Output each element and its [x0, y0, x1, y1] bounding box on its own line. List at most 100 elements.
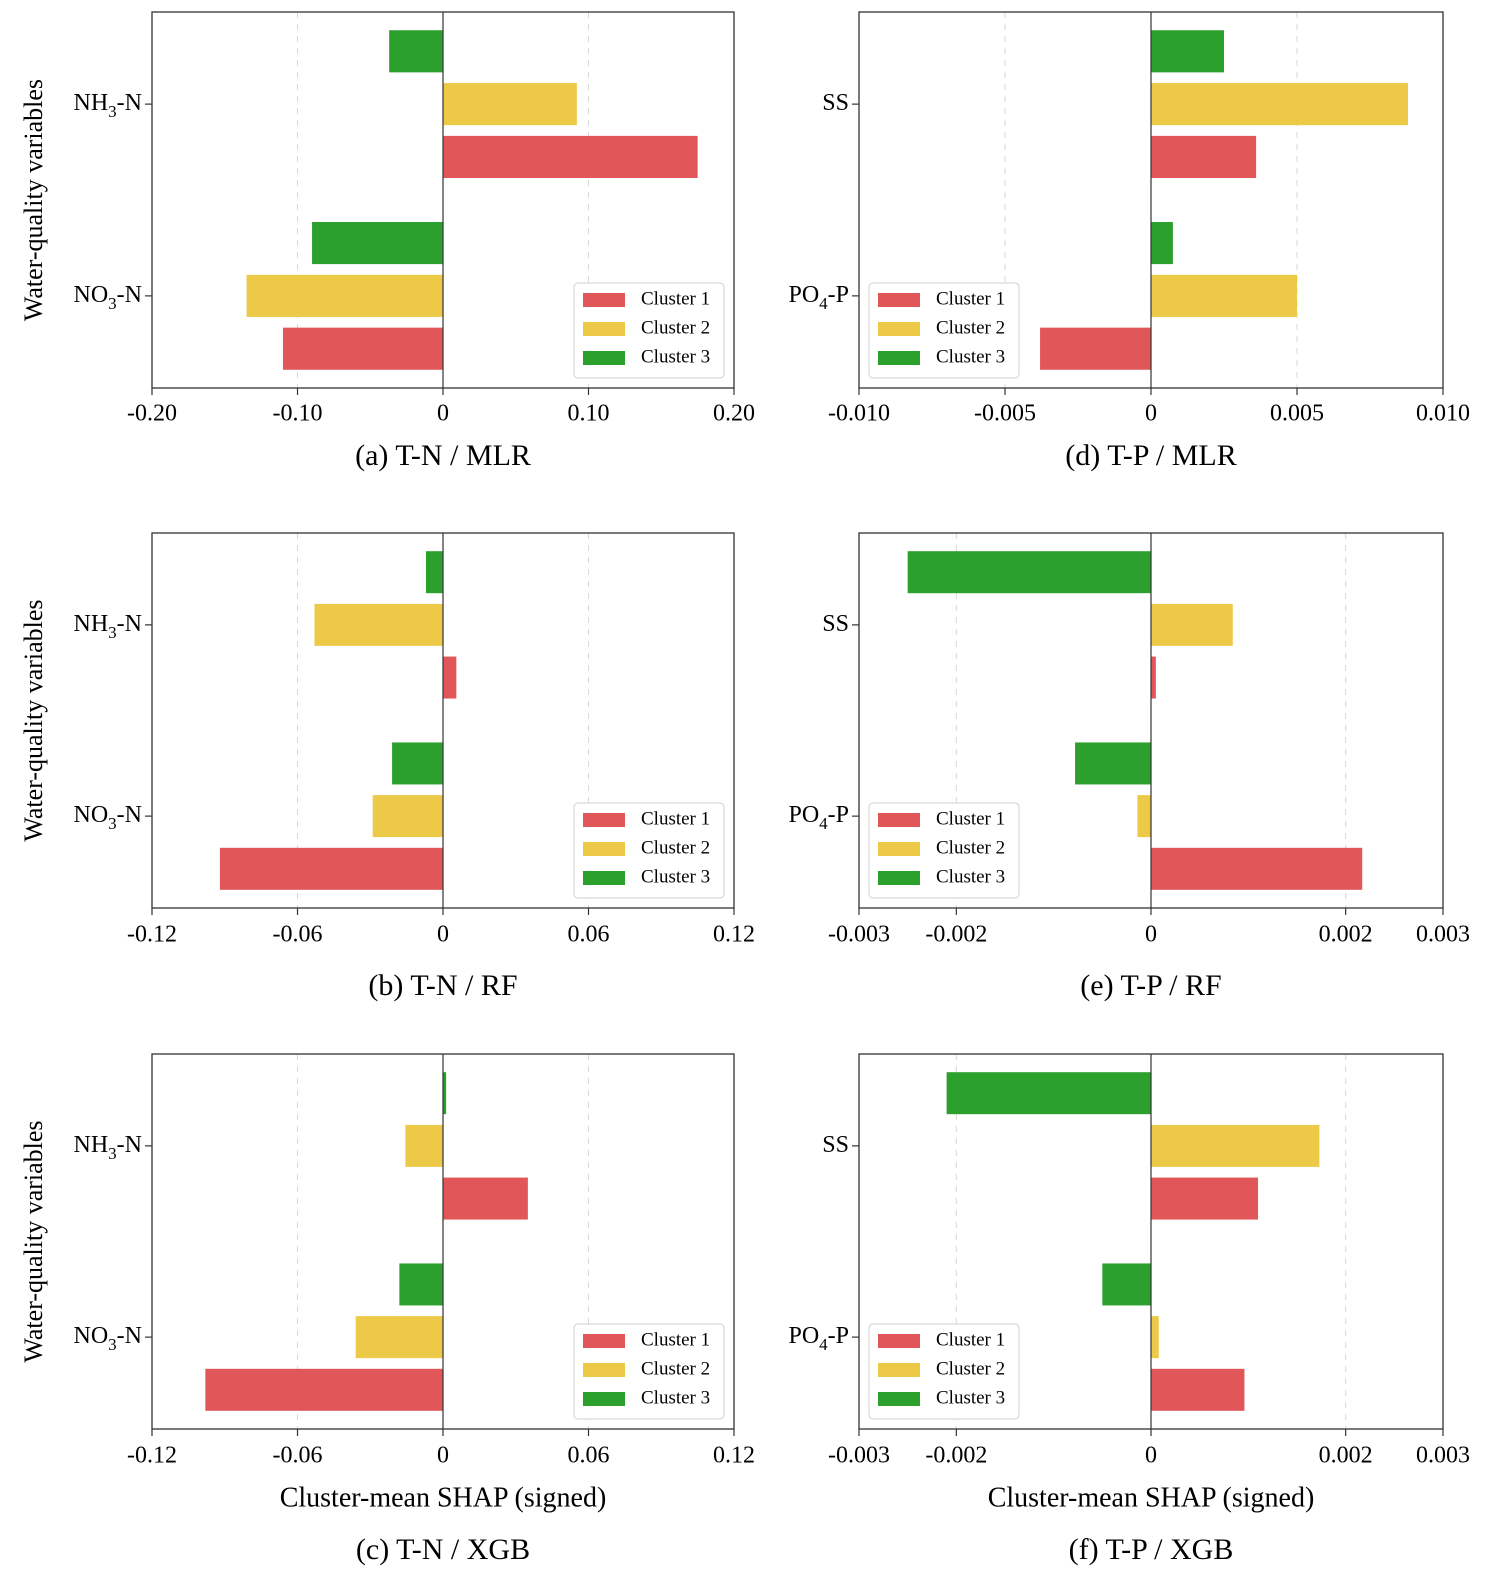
bar-cluster-3-cat0 [1151, 30, 1224, 73]
legend-swatch [583, 293, 625, 307]
legend-swatch [583, 1392, 625, 1406]
x-tick-label: -0.20 [127, 401, 177, 427]
bar-cluster-2-cat0 [1151, 1124, 1320, 1167]
x-tick-label: 0 [1145, 401, 1157, 427]
y-category-label: NO3-N [74, 281, 143, 313]
legend-swatch [878, 322, 920, 336]
bar-cluster-1-cat1 [1040, 327, 1151, 370]
legend-entry-label: Cluster 1 [936, 1329, 1005, 1350]
x-tick-label: 0 [1145, 1443, 1157, 1469]
legend: Cluster 1 Cluster 2 Cluster 3 [573, 1323, 725, 1420]
x-tick-label: 0.002 [1319, 1443, 1373, 1469]
panel-caption: (e) T-P / RF [1080, 969, 1221, 1002]
x-tick-label: -0.002 [925, 1443, 987, 1469]
legend-entry-label: Cluster 3 [641, 346, 710, 367]
legend-entry-label: Cluster 2 [936, 1358, 1005, 1379]
legend-entry-label: Cluster 3 [641, 866, 710, 887]
x-tick-label: 0.010 [1416, 401, 1470, 427]
x-tick-label: -0.005 [974, 401, 1036, 427]
bar-cluster-1-cat1 [219, 847, 443, 890]
legend: Cluster 1 Cluster 2 Cluster 3 [868, 1323, 1020, 1420]
legend-swatch [878, 1392, 920, 1406]
legend-swatch [878, 813, 920, 827]
y-category-label: NO3-N [74, 1323, 143, 1355]
legend-entry-label: Cluster 2 [936, 837, 1005, 858]
legend-entry-label: Cluster 2 [641, 317, 710, 338]
legend-swatch [583, 1363, 625, 1377]
x-tick-label: 0.003 [1416, 922, 1470, 948]
legend-swatch [878, 871, 920, 885]
legend-swatch [878, 293, 920, 307]
bar-cluster-1-cat0 [1151, 656, 1156, 699]
panel-caption: (a) T-N / MLR [355, 439, 531, 472]
chart-panel-1: -0.12 -0.06 0 0.06 0.12 NH3-N NO3-N Water-quali… [19, 532, 755, 1002]
x-tick-label: -0.12 [127, 922, 177, 948]
y-category-label: PO4-P [788, 1323, 849, 1355]
panel-caption: (c) T-N / XGB [356, 1533, 530, 1566]
legend-swatch [878, 351, 920, 365]
bar-cluster-3-cat0 [907, 551, 1151, 594]
bar-cluster-3-cat0 [946, 1072, 1151, 1115]
legend-entry-label: Cluster 2 [936, 317, 1005, 338]
x-tick-label: -0.010 [828, 401, 890, 427]
x-tick-label: -0.12 [127, 1443, 177, 1469]
y-category-label: PO4-P [788, 281, 849, 313]
x-tick-label: -0.003 [828, 922, 890, 948]
bar-cluster-2-cat1 [246, 274, 443, 317]
legend-entry-label: Cluster 1 [936, 808, 1005, 829]
bar-cluster-1-cat0 [443, 135, 698, 179]
legend: Cluster 1 Cluster 2 Cluster 3 [868, 802, 1020, 899]
legend-swatch [583, 351, 625, 365]
legend-swatch [878, 1334, 920, 1348]
x-tick-label: 0.12 [713, 922, 755, 948]
y-axis-label: Water-quality variables [19, 1120, 48, 1362]
legend-entry-label: Cluster 1 [641, 288, 710, 309]
bar-cluster-3-cat1 [1151, 221, 1173, 265]
legend: Cluster 1 Cluster 2 Cluster 3 [573, 282, 725, 379]
legend-entry-label: Cluster 3 [936, 346, 1005, 367]
x-tick-label: -0.10 [273, 401, 323, 427]
legend-entry-label: Cluster 1 [641, 808, 710, 829]
legend-swatch [583, 813, 625, 827]
x-tick-label: 0.06 [568, 922, 610, 948]
chart-panel-3: -0.010 -0.005 0 0.005 0.010 SS PO4-P (d) T-P / … [788, 11, 1470, 472]
x-tick-label: 0.06 [568, 1443, 610, 1469]
x-tick-label: -0.06 [273, 1443, 323, 1469]
bar-cluster-2-cat0 [1151, 603, 1233, 646]
x-tick-label: 0 [1145, 922, 1157, 948]
y-category-label: PO4-P [788, 802, 849, 834]
legend-entry-label: Cluster 3 [641, 1387, 710, 1408]
x-axis-label: Cluster-mean SHAP (signed) [988, 1482, 1315, 1513]
bar-cluster-3-cat1 [392, 742, 443, 785]
legend-swatch [583, 871, 625, 885]
bar-cluster-1-cat1 [1151, 1368, 1245, 1411]
panel-caption: (f) T-P / XGB [1069, 1533, 1234, 1566]
legend-swatch [583, 842, 625, 856]
legend-swatch [583, 1334, 625, 1348]
y-category-label: NH3-N [74, 1131, 143, 1163]
bar-cluster-2-cat1 [1151, 274, 1297, 317]
bar-cluster-3-cat0 [443, 1072, 447, 1115]
y-category-label: NH3-N [74, 90, 143, 122]
legend-swatch [878, 842, 920, 856]
x-tick-label: 0.005 [1270, 401, 1324, 427]
legend-entry-label: Cluster 3 [936, 866, 1005, 887]
bar-cluster-1-cat0 [443, 656, 457, 699]
bar-cluster-2-cat1 [1137, 795, 1151, 838]
y-axis-label: Water-quality variables [19, 79, 48, 321]
bar-cluster-1-cat0 [443, 1177, 528, 1220]
bar-cluster-2-cat1 [355, 1316, 443, 1359]
y-category-label: SS [822, 610, 849, 636]
bar-cluster-3-cat1 [312, 221, 443, 265]
chart-panel-2: -0.12 -0.06 0 0.06 0.12 NH3-N NO3-N Water-quali… [19, 1053, 755, 1566]
legend-swatch [583, 322, 625, 336]
legend-entry-label: Cluster 2 [641, 837, 710, 858]
bar-cluster-2-cat0 [405, 1124, 443, 1167]
legend-entry-label: Cluster 2 [641, 1358, 710, 1379]
x-tick-label: 0.20 [713, 401, 755, 427]
panel-caption: (b) T-N / RF [368, 969, 517, 1002]
bar-cluster-2-cat1 [372, 795, 443, 838]
legend: Cluster 1 Cluster 2 Cluster 3 [868, 282, 1020, 379]
bar-cluster-1-cat1 [1151, 847, 1363, 890]
